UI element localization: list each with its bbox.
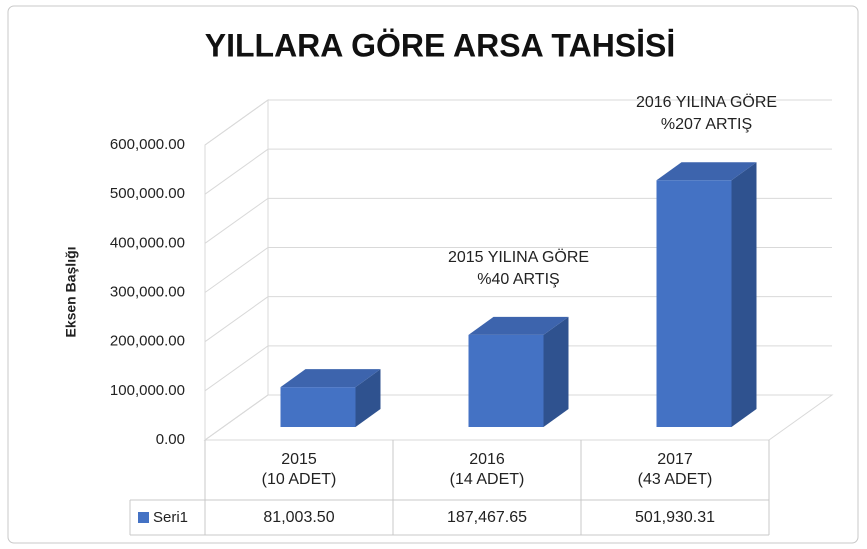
grid-line bbox=[204, 394, 832, 441]
x-tick-label: 2017 (43 ADET) bbox=[637, 451, 713, 488]
data-table-value: 187,467.65 bbox=[446, 508, 528, 526]
x-tick-label: 2015 (10 ADET) bbox=[261, 451, 337, 488]
y-axis-label: Eksen Başlığı bbox=[63, 246, 79, 337]
y-tick-label: 100,000.00 bbox=[110, 382, 185, 399]
bar bbox=[468, 316, 569, 427]
grid-line bbox=[204, 296, 832, 343]
x-tick-label: 2016 (14 ADET) bbox=[449, 451, 525, 488]
grid-line bbox=[204, 345, 832, 392]
bar-front bbox=[468, 334, 544, 427]
y-tick-label: 0.00 bbox=[156, 431, 185, 448]
grid-line bbox=[204, 197, 832, 244]
bar bbox=[280, 369, 381, 427]
bar-front bbox=[280, 387, 356, 427]
data-table-value: 81,003.50 bbox=[263, 508, 335, 526]
y-tick-label: 500,000.00 bbox=[110, 185, 185, 202]
legend-swatch bbox=[138, 512, 149, 523]
bar-front bbox=[656, 180, 732, 427]
bar-top bbox=[468, 316, 569, 335]
bar-top bbox=[656, 162, 757, 181]
chart-border bbox=[7, 5, 859, 544]
bar-side bbox=[543, 316, 569, 427]
bar-side bbox=[355, 369, 381, 427]
bar bbox=[656, 162, 757, 427]
bar-side bbox=[731, 162, 757, 427]
y-tick-label: 400,000.00 bbox=[110, 234, 185, 251]
legend-label: Seri1 bbox=[153, 509, 188, 526]
y-tick-label: 600,000.00 bbox=[110, 136, 185, 153]
annotation: 2015 YILINA GÖRE %40 ARTIŞ bbox=[447, 248, 590, 288]
y-tick-label: 300,000.00 bbox=[110, 283, 185, 300]
y-tick-label: 200,000.00 bbox=[110, 333, 185, 350]
chart-title: YILLARA GÖRE ARSA TAHSİSİ bbox=[205, 27, 676, 63]
data-table-value: 501,930.31 bbox=[634, 508, 716, 526]
grid-line bbox=[204, 99, 832, 146]
annotation: 2016 YILINA GÖRE %207 ARTIŞ bbox=[635, 94, 778, 134]
grid-line bbox=[204, 247, 832, 293]
bar-top bbox=[280, 369, 381, 388]
grid-line bbox=[204, 148, 832, 195]
